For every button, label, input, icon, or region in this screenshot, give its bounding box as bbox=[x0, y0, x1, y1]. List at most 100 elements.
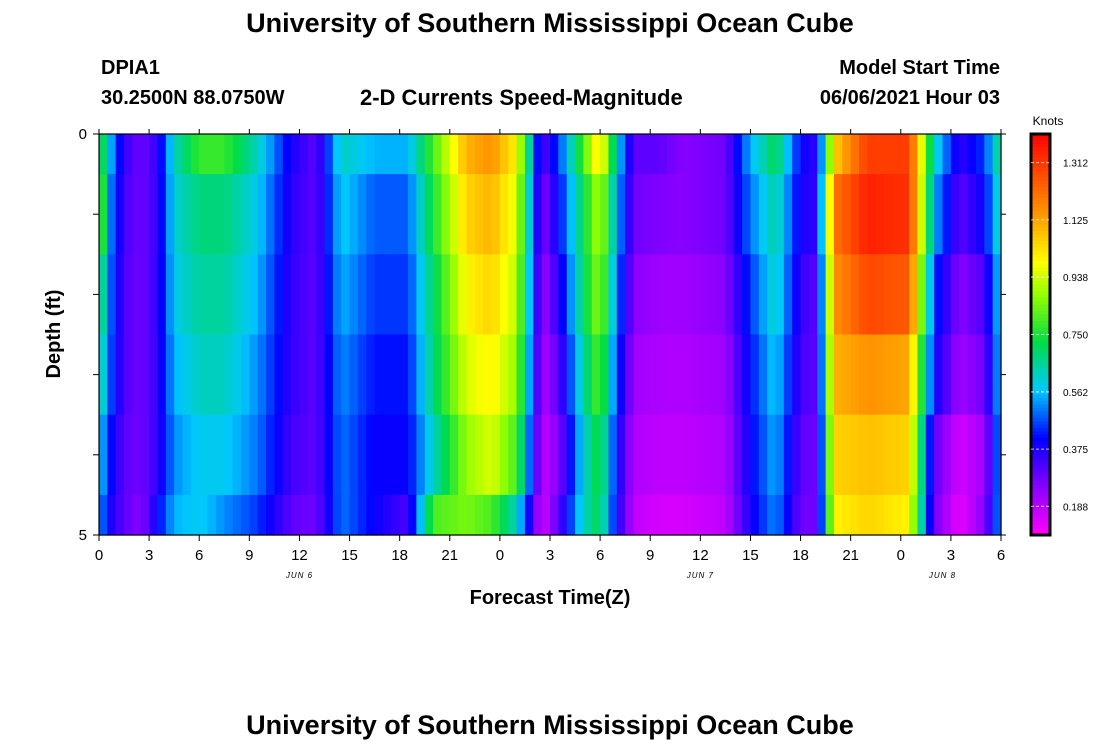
heatmap-cell bbox=[975, 414, 985, 496]
heatmap-cell bbox=[825, 134, 835, 175]
heatmap-cell bbox=[433, 414, 443, 496]
heatmap-cell bbox=[157, 494, 167, 536]
heatmap-cell bbox=[491, 134, 501, 175]
heatmap-cell bbox=[316, 494, 326, 536]
heatmap-cell bbox=[566, 414, 576, 496]
heatmap-cell bbox=[800, 334, 810, 416]
heatmap-cell bbox=[299, 494, 309, 536]
heatmap-cell bbox=[934, 494, 944, 536]
day-label: JUN 7 bbox=[686, 571, 714, 580]
heatmap-cell bbox=[825, 174, 835, 255]
heatmap-cell bbox=[616, 494, 626, 536]
heatmap-cell bbox=[717, 494, 726, 536]
heatmap-cell bbox=[324, 134, 334, 175]
heatmap-cell bbox=[332, 174, 342, 255]
colorbar-segment bbox=[1031, 327, 1050, 332]
colorbar-segment bbox=[1031, 220, 1050, 225]
heatmap-cell bbox=[249, 254, 259, 336]
heatmap-cell bbox=[132, 334, 142, 416]
heatmap-cell bbox=[934, 254, 944, 336]
heatmap-cell bbox=[875, 254, 885, 336]
x-tick-label: 21 bbox=[842, 547, 859, 564]
heatmap-cell bbox=[808, 494, 818, 536]
colorbar-segment bbox=[1031, 234, 1050, 239]
heatmap-cell bbox=[675, 334, 685, 416]
heatmap-cell bbox=[257, 334, 267, 416]
heatmap-cell bbox=[341, 414, 351, 496]
heatmap-cell bbox=[775, 334, 785, 416]
heatmap-cell bbox=[257, 174, 267, 255]
heatmap-cell bbox=[959, 174, 969, 255]
heatmap-cell bbox=[691, 174, 701, 255]
heatmap-cell bbox=[783, 134, 793, 175]
heatmap-cell bbox=[282, 494, 292, 536]
x-tick-label: 3 bbox=[546, 547, 554, 564]
heatmap-cell bbox=[733, 254, 743, 336]
heatmap-cell bbox=[641, 254, 651, 336]
heatmap-cell bbox=[324, 334, 334, 416]
heatmap-cell bbox=[99, 414, 108, 496]
heatmap-cell bbox=[416, 174, 426, 255]
heatmap-cell bbox=[257, 414, 267, 496]
heatmap-cell bbox=[859, 134, 868, 175]
heatmap-cell bbox=[349, 414, 359, 496]
heatmap-cell bbox=[633, 174, 643, 255]
colorbar-segment bbox=[1031, 254, 1050, 259]
heatmap-cell bbox=[742, 494, 752, 536]
heatmap-cell bbox=[349, 134, 359, 175]
heatmap-cell bbox=[232, 414, 242, 496]
heatmap-cell bbox=[616, 174, 626, 255]
heatmap-cell bbox=[483, 134, 493, 175]
heatmap-cell bbox=[391, 494, 401, 536]
heatmap-cell bbox=[499, 414, 509, 496]
heatmap-cell bbox=[758, 334, 768, 416]
colorbar-segment bbox=[1031, 157, 1050, 162]
heatmap-cell bbox=[324, 174, 334, 255]
heatmap-cell bbox=[174, 494, 184, 536]
colorbar-segment bbox=[1031, 267, 1050, 272]
x-tick-label: 0 bbox=[897, 547, 905, 564]
heatmap-cell bbox=[942, 414, 952, 496]
heatmap-cell bbox=[449, 174, 459, 255]
colorbar-segment bbox=[1031, 377, 1050, 382]
heatmap-cell bbox=[408, 334, 417, 416]
heatmap-cell bbox=[900, 134, 910, 175]
heatmap-cell bbox=[683, 334, 693, 416]
heatmap-cell bbox=[366, 414, 376, 496]
heatmap-cell bbox=[925, 494, 935, 536]
heatmap-cell bbox=[625, 414, 635, 496]
heatmap-cell bbox=[357, 174, 367, 255]
heatmap-cell bbox=[299, 334, 309, 416]
heatmap-cell bbox=[717, 174, 726, 255]
heatmap-cell bbox=[884, 494, 894, 536]
heatmap-cell bbox=[566, 134, 576, 175]
heatmap-cell bbox=[733, 134, 743, 175]
heatmap-cell bbox=[550, 134, 559, 175]
heatmap-cell bbox=[408, 414, 417, 496]
heatmap-cell bbox=[867, 174, 877, 255]
heatmap-cell bbox=[683, 174, 693, 255]
heatmap-cell bbox=[675, 174, 685, 255]
colorbar-segment bbox=[1031, 418, 1050, 422]
colorbar-segment bbox=[1031, 187, 1050, 192]
colorbar-segment bbox=[1031, 154, 1050, 158]
heatmap-cell bbox=[441, 134, 451, 175]
heatmap-cell bbox=[683, 134, 693, 175]
heatmap-cell bbox=[942, 174, 952, 255]
heatmap-cell bbox=[408, 494, 417, 536]
heatmap-cell bbox=[700, 174, 710, 255]
colorbar-tick-label: 0.188 bbox=[1063, 502, 1088, 513]
heatmap-cell bbox=[516, 494, 526, 536]
heatmap-cell bbox=[307, 414, 317, 496]
heatmap-cell bbox=[641, 334, 651, 416]
heatmap-cell bbox=[499, 334, 509, 416]
colorbar-segment bbox=[1031, 454, 1050, 459]
heatmap-cell bbox=[742, 334, 752, 416]
heatmap-cell bbox=[708, 334, 718, 416]
heatmap-cell bbox=[942, 494, 952, 536]
heatmap-cell bbox=[474, 174, 484, 255]
heatmap-cell bbox=[207, 494, 217, 536]
heatmap-cell bbox=[650, 414, 660, 496]
heatmap-cell bbox=[641, 494, 651, 536]
